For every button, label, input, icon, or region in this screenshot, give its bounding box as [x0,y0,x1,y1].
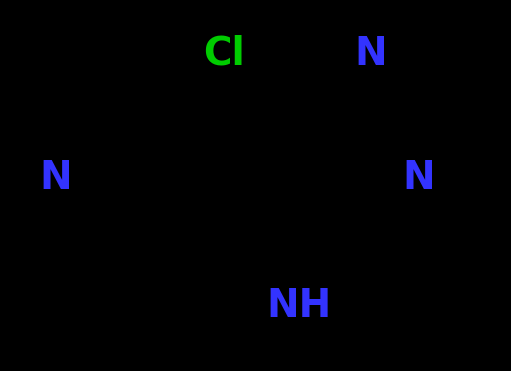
Text: N: N [39,159,72,197]
Text: Cl: Cl [203,35,245,73]
Text: N: N [403,159,435,197]
Text: N: N [354,35,387,73]
Text: NH: NH [266,287,332,325]
